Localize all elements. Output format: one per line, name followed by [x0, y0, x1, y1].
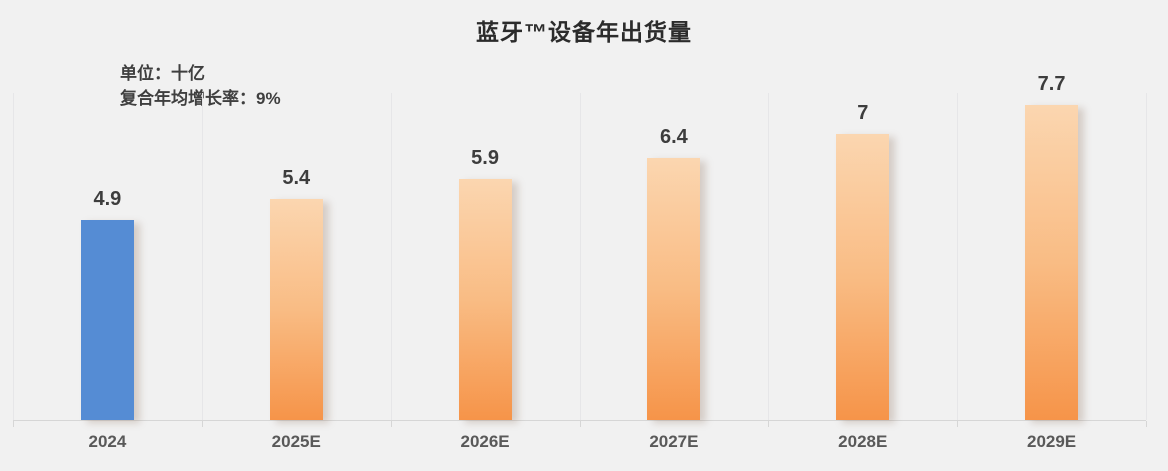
bar-2024 — [80, 219, 134, 420]
axis-tick — [580, 421, 581, 427]
value-label-2025E: 5.4 — [282, 167, 311, 190]
plot-area: 4.9 2024 5.4 2025E 5.9 2026E 6.4 2027E 7 2028E 7.7… — [13, 73, 1147, 451]
bar-2027E — [647, 158, 701, 420]
value-label-2029E: 7.7 — [1037, 73, 1066, 96]
value-label-2028E: 7 — [857, 101, 869, 124]
bar-2028E — [836, 133, 890, 420]
x-axis-label-2029E: 2029E — [1026, 432, 1077, 451]
gridline — [768, 93, 769, 420]
chart-notes: 单位：十亿 复合年均增长率：9% — [120, 61, 281, 111]
axis-tick — [768, 421, 769, 427]
x-axis-label-2024: 2024 — [88, 432, 127, 451]
gridline — [1146, 93, 1147, 420]
bar-2025E — [269, 199, 323, 420]
axis-tick — [391, 421, 392, 427]
cagr-note: 复合年均增长率：9% — [120, 89, 281, 108]
x-axis-label-2025E: 2025E — [271, 432, 321, 451]
value-label-2027E: 6.4 — [660, 126, 688, 149]
chart-title: 蓝牙™设备年出货量 — [476, 19, 692, 45]
x-axis-label-2028E: 2028E — [838, 432, 888, 451]
unit-note: 单位：十亿 — [120, 64, 205, 83]
bar-2029E — [1025, 105, 1079, 420]
bar-2026E — [458, 178, 512, 420]
gridline — [957, 93, 958, 420]
axis-tick — [202, 421, 203, 427]
axis-tick — [957, 421, 958, 427]
axis-tick — [13, 421, 14, 427]
x-axis-label-2027E: 2027E — [649, 432, 699, 451]
gridline — [202, 93, 203, 420]
axis-tick — [1146, 421, 1147, 427]
value-label-2024: 4.9 — [93, 187, 122, 210]
gridline — [580, 93, 581, 420]
gridline — [13, 93, 14, 420]
gridline — [391, 93, 392, 420]
x-axis-label-2026E: 2026E — [460, 432, 510, 451]
value-label-2026E: 5.9 — [471, 146, 499, 169]
